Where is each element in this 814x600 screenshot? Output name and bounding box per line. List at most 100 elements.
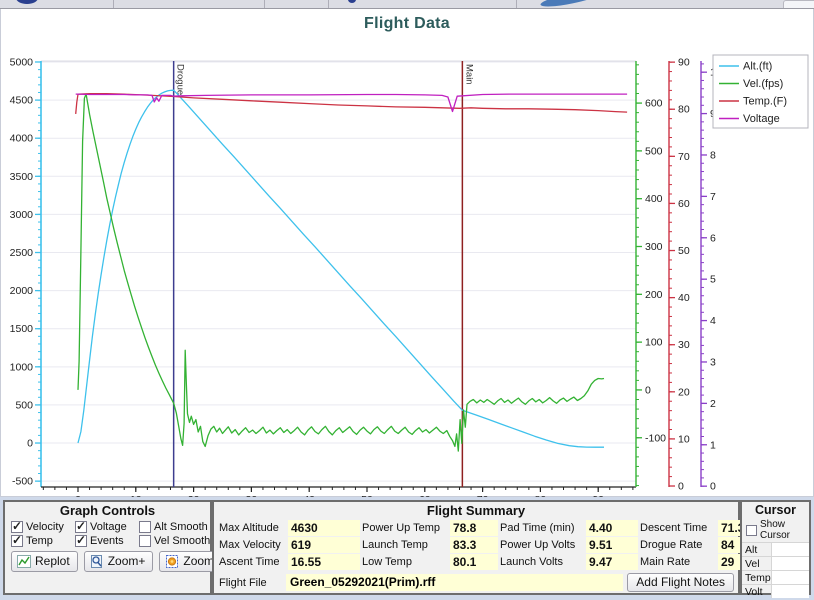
vel-axis: -100 0 100 200 300 400 500 600 xyxy=(635,61,666,487)
svg-text:8: 8 xyxy=(710,149,716,161)
legend-label: Alt.(ft) xyxy=(743,61,772,73)
cursor-vel-value xyxy=(771,557,809,570)
summary-value: 619 xyxy=(288,537,360,553)
velocity-checkbox[interactable] xyxy=(11,519,23,533)
cursor-volt-value xyxy=(771,585,809,598)
checkbox-velocity[interactable]: Velocity xyxy=(11,519,73,533)
summary-label: Descent Time xyxy=(640,522,708,534)
summary-label: Power Up Volts xyxy=(500,539,576,551)
svg-text:600: 600 xyxy=(645,98,663,110)
cursor-row-temp: Temp xyxy=(742,570,809,584)
temp-axis: 0 10 20 30 40 50 60 70 80 90 xyxy=(668,57,690,493)
svg-text:4500: 4500 xyxy=(10,95,34,107)
summary-value: 9.47 xyxy=(586,554,638,570)
zoom-in-button[interactable]: Zoom+ xyxy=(83,551,154,572)
cursor-temp-value xyxy=(771,571,809,584)
svg-text:1500: 1500 xyxy=(10,323,34,335)
show-cursor-label: Show Cursor xyxy=(760,519,791,541)
svg-text:500: 500 xyxy=(15,399,33,411)
summary-value: 78.8 xyxy=(450,520,498,536)
cursor-vel-label: Vel xyxy=(745,558,760,570)
svg-text:2: 2 xyxy=(710,398,716,410)
svg-text:10: 10 xyxy=(678,433,690,445)
zoom-out-button[interactable]: Zoom- xyxy=(159,551,227,572)
checkbox-vel-smooth[interactable]: Vel Smooth xyxy=(139,535,215,547)
replot-button[interactable]: Replot xyxy=(11,551,78,572)
svg-text:4000: 4000 xyxy=(10,133,34,145)
svg-text:1000: 1000 xyxy=(10,361,34,373)
svg-text:7: 7 xyxy=(710,191,716,203)
svg-text:40: 40 xyxy=(678,292,690,304)
checkbox-events[interactable]: Events xyxy=(75,533,137,547)
voltage-checkbox[interactable] xyxy=(75,519,87,533)
summary-label: Drogue Rate xyxy=(640,539,703,551)
svg-text:50: 50 xyxy=(678,245,690,257)
svg-text:90: 90 xyxy=(678,57,690,69)
bottom-bar: Graph Controls Velocity Voltage Alt Smoo… xyxy=(0,497,814,600)
cursor-row-volt: Volt xyxy=(742,584,809,598)
temp-checkbox[interactable] xyxy=(11,533,23,547)
cursor-panel: Cursor Show Cursor Alt Vel Temp Volt xyxy=(740,500,811,598)
cursor-alt-value xyxy=(771,543,809,556)
zoom-in-label: Zoom+ xyxy=(107,554,146,568)
event-line-drogue: Drogue xyxy=(172,61,186,487)
svg-text:6: 6 xyxy=(710,232,716,244)
legend-label: Voltage xyxy=(743,113,780,125)
summary-value: 4.40 xyxy=(586,520,638,536)
replot-label: Replot xyxy=(35,554,70,568)
toolbar-icon-partial xyxy=(16,0,38,4)
show-cursor-row[interactable]: Show Cursor xyxy=(742,517,809,542)
legend-box xyxy=(712,54,809,129)
svg-text:Drogue: Drogue xyxy=(175,64,186,95)
toolbar-separator xyxy=(113,0,114,8)
svg-text:3: 3 xyxy=(710,356,716,368)
events-checkbox[interactable] xyxy=(75,533,87,547)
show-cursor-checkbox[interactable] xyxy=(746,524,757,536)
checkbox-voltage[interactable]: Voltage xyxy=(75,519,137,533)
toolbar-separator xyxy=(264,0,265,8)
flight-file-label: Flight File xyxy=(219,576,267,589)
svg-text:30: 30 xyxy=(678,339,690,351)
svg-text:5000: 5000 xyxy=(10,56,34,68)
summary-value: 80.1 xyxy=(450,554,498,570)
gridlines xyxy=(41,60,636,482)
toolbar-separator xyxy=(328,0,329,8)
svg-text:20: 20 xyxy=(678,386,690,398)
flight-summary-grid: Max Altitude 4630 Power Up Temp 78.8 Pad… xyxy=(214,518,766,570)
series-volt xyxy=(75,93,628,113)
flight-file-row: Flight File Green_05292021(Prim).rff Add… xyxy=(214,570,738,592)
svg-text:-500: -500 xyxy=(12,476,33,488)
cursor-title: Cursor xyxy=(755,503,796,517)
summary-value: 16.55 xyxy=(288,554,360,570)
summary-label: Max Altitude xyxy=(219,522,279,534)
svg-text:200: 200 xyxy=(645,289,663,301)
zoom-in-icon xyxy=(90,554,104,568)
summary-value: 83.3 xyxy=(450,537,498,553)
vel-smooth-checkbox[interactable] xyxy=(139,535,151,547)
checkbox-alt-smooth[interactable]: Alt Smooth xyxy=(139,521,215,533)
alt-smooth-checkbox[interactable] xyxy=(139,521,151,533)
summary-label: Ascent Time xyxy=(219,556,280,568)
legend: Alt.(ft) Vel.(fps) Temp.(F) Voltage xyxy=(712,54,809,129)
summary-label: Main Rate xyxy=(640,556,691,568)
svg-text:0: 0 xyxy=(27,438,33,450)
flight-file-value: Green_05292021(Prim).rff xyxy=(286,574,624,591)
graph-controls-title: Graph Controls xyxy=(59,503,156,518)
svg-text:80: 80 xyxy=(678,104,690,116)
svg-text:70: 70 xyxy=(678,151,690,163)
cursor-temp-label: Temp xyxy=(745,572,771,584)
add-flight-notes-button[interactable]: Add Flight Notes xyxy=(627,573,734,592)
checkbox-temp[interactable]: Temp xyxy=(11,533,73,547)
svg-text:1: 1 xyxy=(710,439,716,451)
toolbar-icon-partial xyxy=(348,0,356,3)
events-label: Events xyxy=(90,535,124,547)
summary-label: Low Temp xyxy=(362,556,412,568)
svg-text:100: 100 xyxy=(645,337,663,349)
svg-text:3000: 3000 xyxy=(10,209,34,221)
toolbar-button-partial[interactable] xyxy=(783,0,814,8)
summary-label: Launch Volts xyxy=(500,556,563,568)
legend-label: Vel.(fps) xyxy=(743,78,783,90)
legend-label: Temp.(F) xyxy=(743,96,787,108)
svg-text:300: 300 xyxy=(645,241,663,253)
